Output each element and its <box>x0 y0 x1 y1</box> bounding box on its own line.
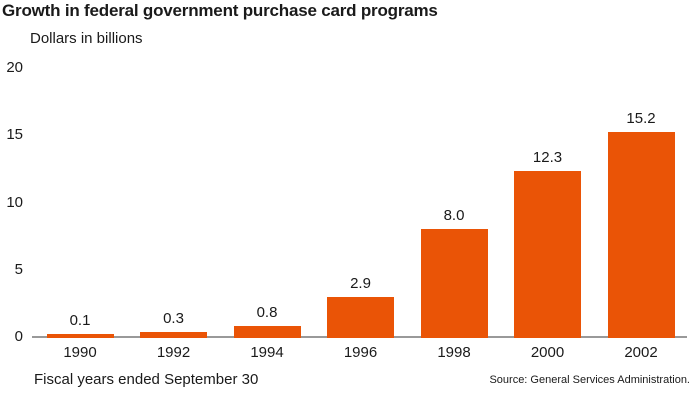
bar-value-label: 0.1 <box>69 312 91 329</box>
x-tick-label: 2000 <box>530 344 565 361</box>
bar <box>514 171 581 338</box>
bar <box>233 325 301 338</box>
bar <box>420 228 488 338</box>
x-tick-label: 1996 <box>343 344 378 361</box>
x-tick-label: 1992 <box>156 344 191 361</box>
y-tick-label: 5 <box>14 260 23 278</box>
bar-value-label: 0.3 <box>163 310 184 328</box>
x-axis-note: Fiscal years ended September 30 <box>34 371 259 388</box>
bar-value-label: 15.2 <box>626 110 656 128</box>
bar-value-label: 0.8 <box>256 303 278 321</box>
x-tick-label: 1994 <box>250 344 284 361</box>
y-tick-label: 0 <box>14 328 23 345</box>
y-tick-label: 15 <box>6 126 23 144</box>
chart-title: Growth in federal government purchase ca… <box>2 1 438 20</box>
x-tick-label: 1998 <box>437 344 471 361</box>
bar <box>140 332 207 338</box>
source-note: Source: General Services Administration. <box>489 374 690 386</box>
bar <box>607 132 675 338</box>
x-tick-label: 2002 <box>624 344 658 361</box>
bar <box>46 334 114 338</box>
y-tick-label: 10 <box>6 193 23 211</box>
bar-value-label: 2.9 <box>350 275 371 293</box>
bar-value-label: 8.0 <box>443 206 465 224</box>
x-tick-label: 1990 <box>63 344 97 361</box>
bar <box>327 297 394 338</box>
y-axis-unit-label: Dollars in billions <box>30 30 143 47</box>
bar-value-label: 12.3 <box>532 149 563 167</box>
y-tick-label: 20 <box>6 59 23 76</box>
